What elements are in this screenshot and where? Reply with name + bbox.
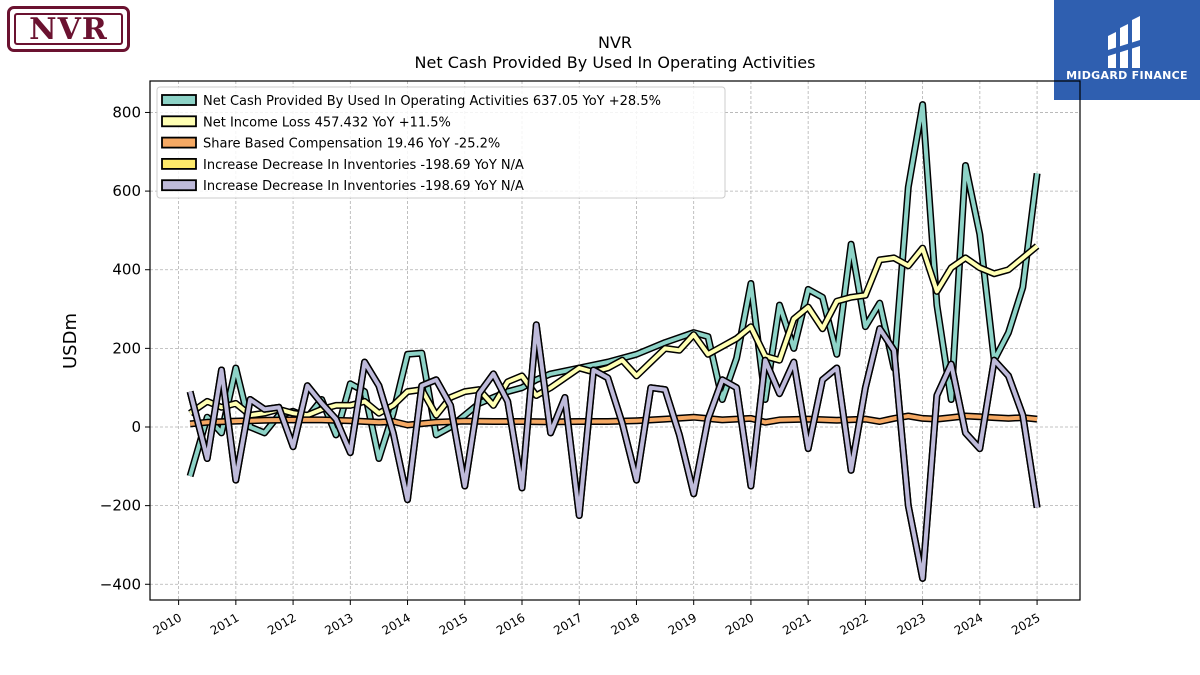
legend-swatch-4	[162, 180, 196, 190]
x-tick-label: 2023	[895, 610, 928, 637]
chart-subtitle: Net Cash Provided By Used In Operating A…	[415, 53, 816, 72]
legend-swatch-2	[162, 138, 196, 148]
legend-label-1: Net Income Loss 457.432 YoY +11.5%	[203, 115, 451, 130]
x-tick-label: 2012	[265, 610, 298, 637]
x-tick-label: 2022	[837, 610, 870, 637]
y-tick-label: 0	[131, 418, 141, 436]
legend-swatch-1	[162, 116, 196, 126]
y-tick-label: 800	[112, 103, 141, 121]
x-tick-label: 2010	[151, 610, 184, 637]
x-tick-label: 2020	[723, 610, 756, 637]
x-axis-ticks: 2010 2011 2012 2013 2014 2015 2016 2017 2018 2019…	[151, 600, 1043, 638]
y-axis-ticks: −400 −200 0 200 400 600 800	[100, 103, 150, 593]
x-tick-label: 2013	[322, 610, 355, 637]
y-tick-label: −200	[100, 497, 141, 515]
x-tick-label: 2016	[494, 610, 527, 637]
x-tick-label: 2017	[551, 610, 584, 637]
x-tick-label: 2014	[380, 610, 413, 637]
legend-label-0: Net Cash Provided By Used In Operating A…	[203, 94, 661, 109]
x-tick-label: 2021	[780, 610, 813, 637]
legend-swatch-3	[162, 159, 196, 169]
x-tick-label: 2025	[1009, 610, 1042, 637]
x-tick-label: 2018	[609, 610, 642, 637]
y-tick-label: 400	[112, 261, 141, 279]
legend-label-4: Increase Decrease In Inventories -198.69…	[203, 179, 524, 194]
x-tick-label: 2015	[437, 610, 470, 637]
line-chart: NVR Net Cash Provided By Used In Operati…	[0, 0, 1200, 675]
y-tick-label: 600	[112, 182, 141, 200]
y-tick-label: 200	[112, 339, 141, 357]
legend-label-2: Share Based Compensation 19.46 YoY -25.2…	[203, 137, 500, 152]
legend-label-3: Increase Decrease In Inventories -198.69…	[203, 158, 524, 173]
y-axis-label: USDm	[60, 313, 81, 369]
chart-title: NVR	[598, 33, 632, 52]
x-tick-label: 2019	[666, 610, 699, 637]
legend: Net Cash Provided By Used In Operating A…	[157, 87, 725, 198]
legend-swatch-0	[162, 95, 196, 105]
x-tick-label: 2011	[208, 610, 241, 637]
x-tick-label: 2024	[952, 610, 985, 637]
y-tick-label: −400	[100, 575, 141, 593]
